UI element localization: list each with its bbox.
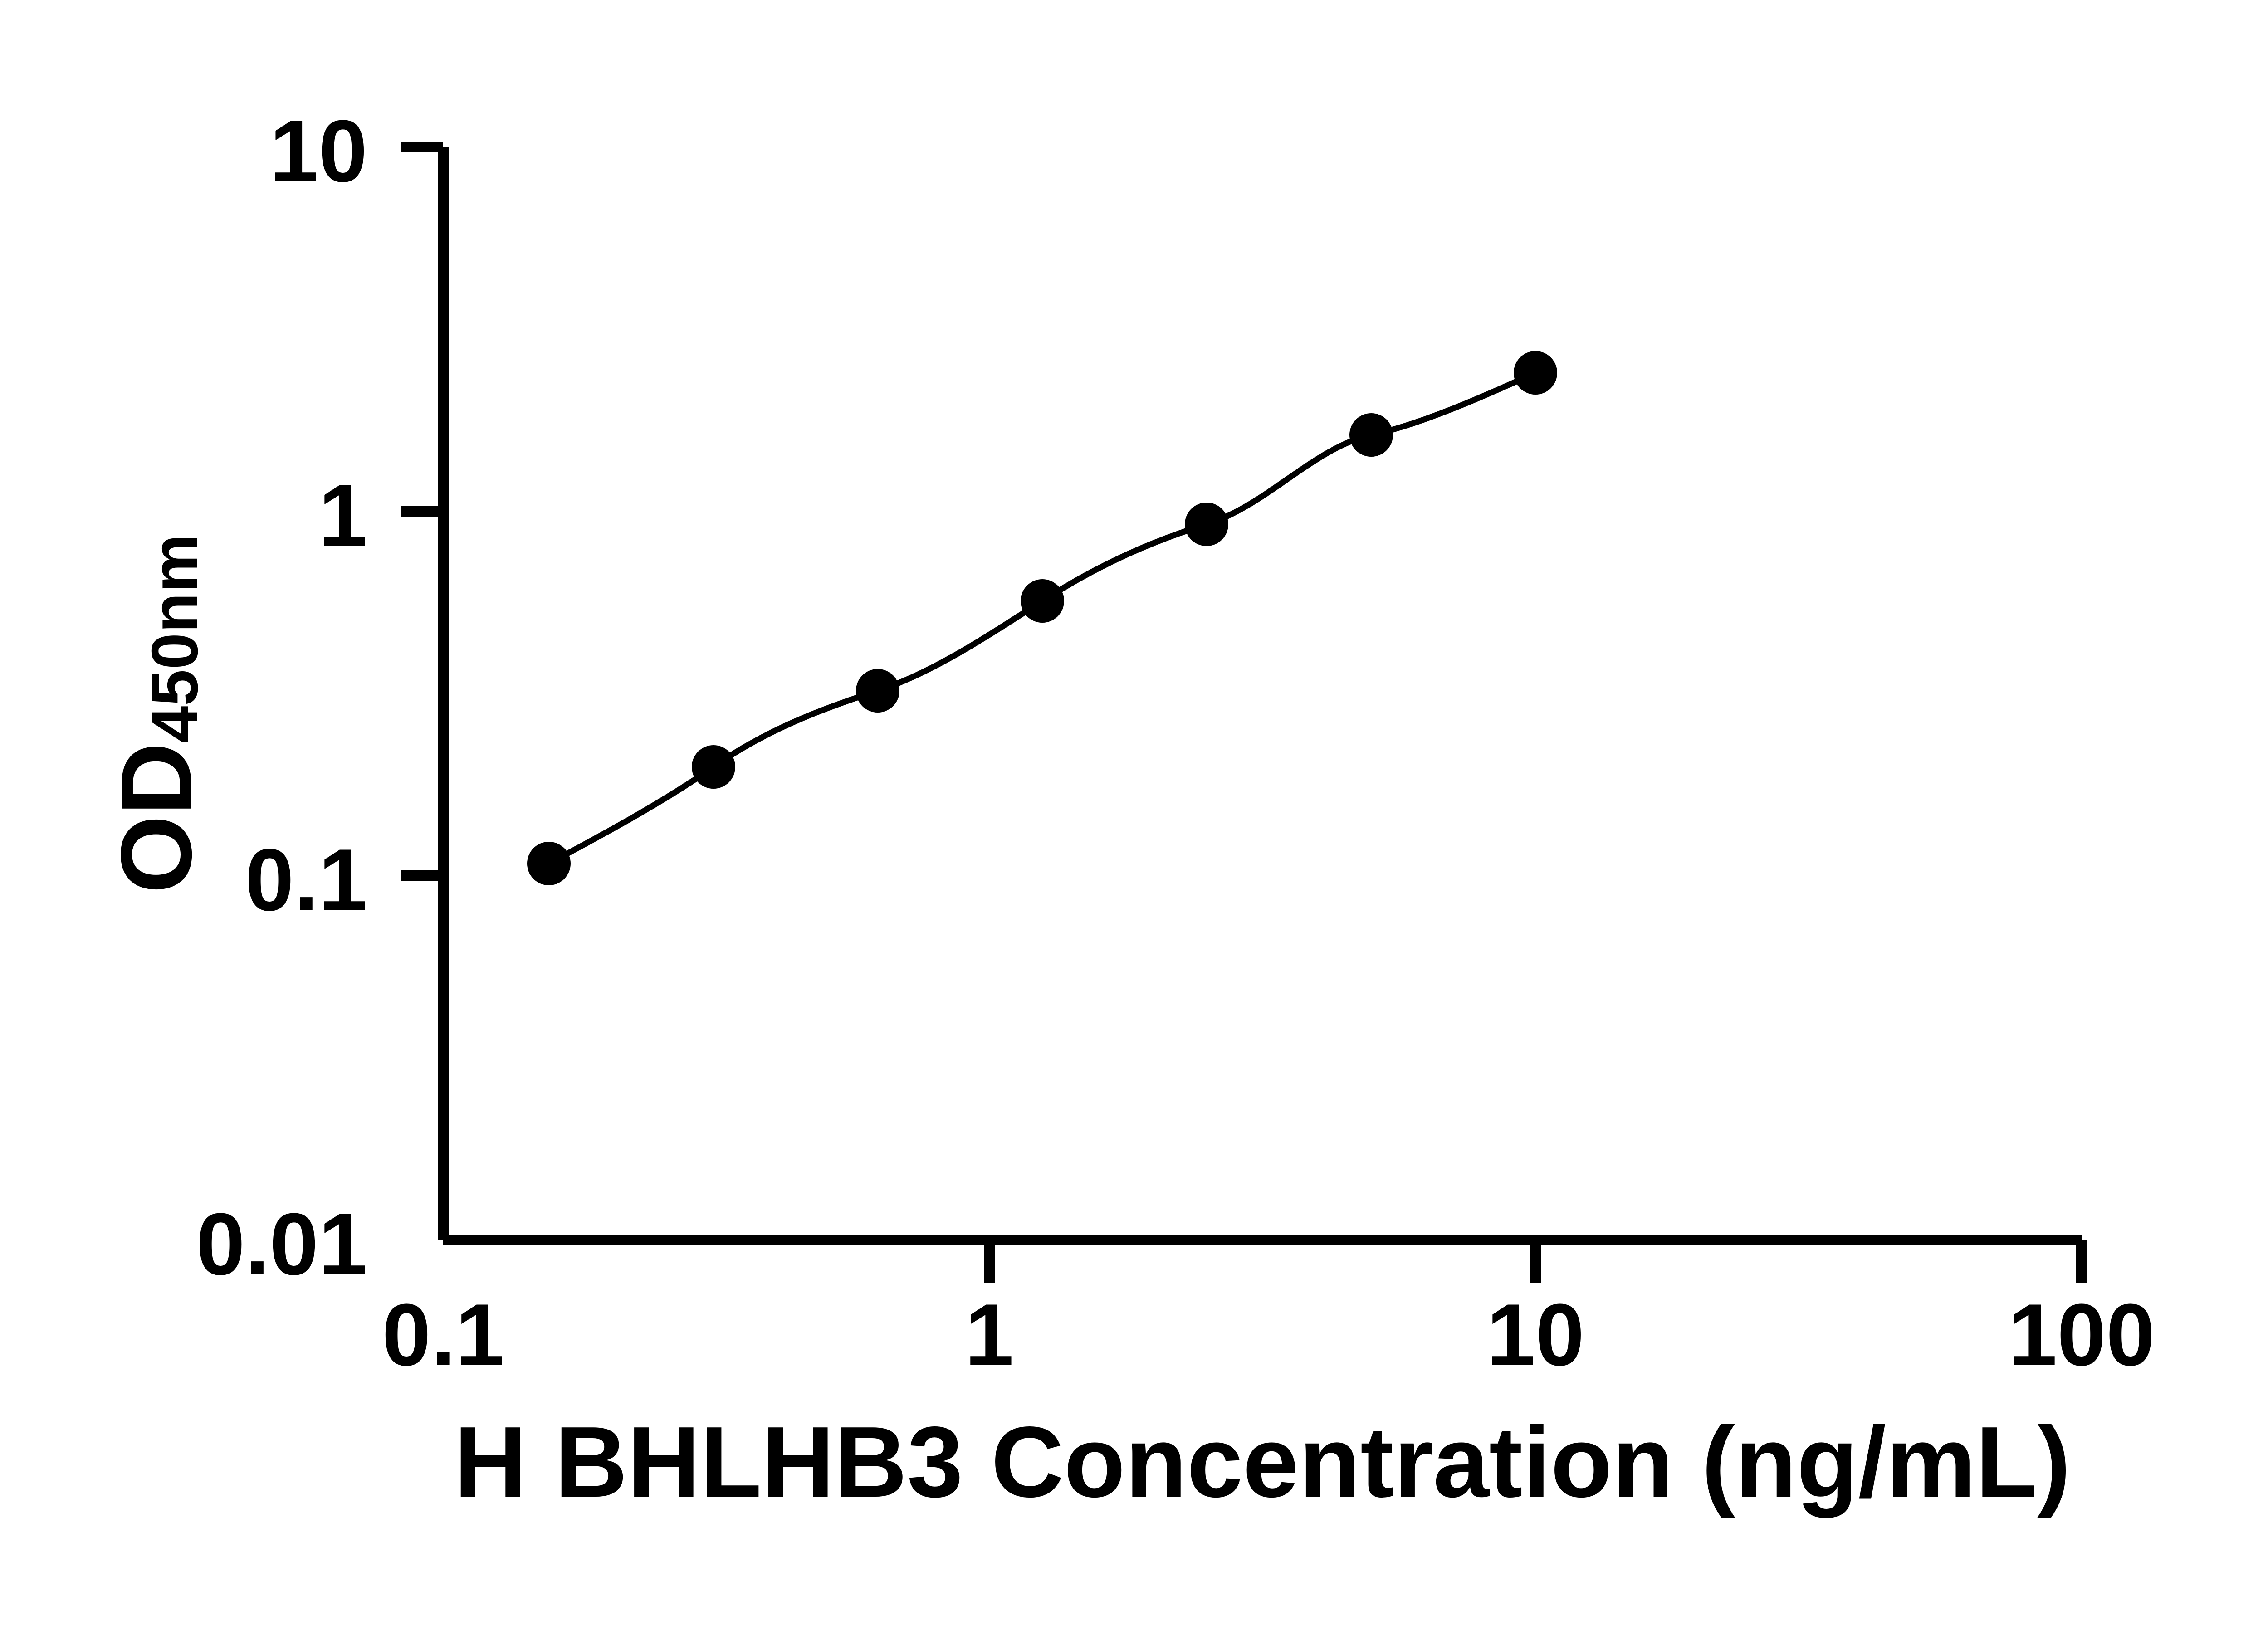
svg-text:1: 1 [318,466,367,565]
svg-text:0.01: 0.01 [196,1195,367,1293]
svg-text:10: 10 [1486,1286,1584,1384]
svg-text:0.1: 0.1 [382,1286,504,1384]
svg-text:10: 10 [269,102,367,200]
svg-text:OD450nm: OD450nm [100,534,213,893]
svg-text:H BHLHB3 Concentration (ng/mL): H BHLHB3 Concentration (ng/mL) [454,1406,2071,1518]
svg-text:1: 1 [965,1286,1014,1384]
svg-text:100: 100 [2008,1286,2155,1384]
svg-text:0.1: 0.1 [245,831,367,929]
